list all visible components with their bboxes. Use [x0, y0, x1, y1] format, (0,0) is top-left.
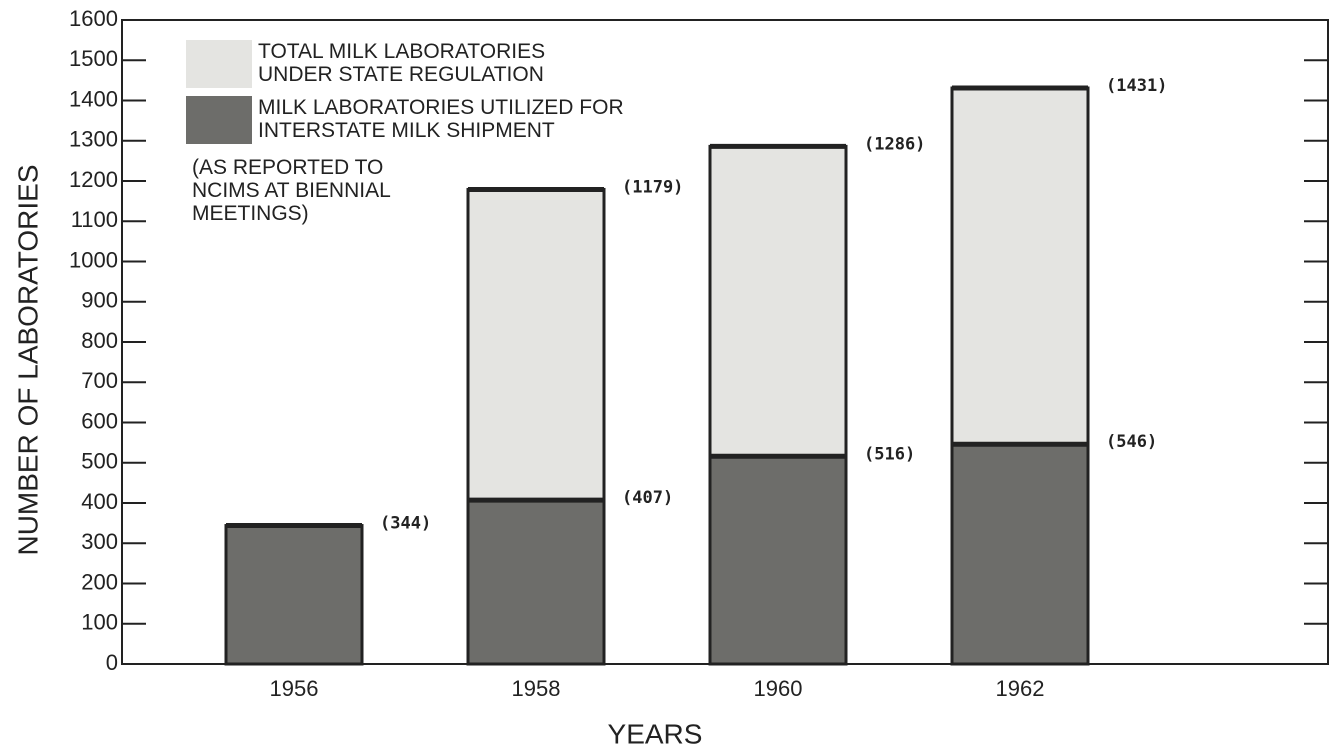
y-tick-label: 1000 — [69, 247, 118, 272]
x-tick-label: 1958 — [512, 676, 561, 701]
data-label: (1431) — [1106, 76, 1167, 96]
y-axis-label: NUMBER OF LABORATORIES — [12, 164, 43, 555]
y-tick-label: 800 — [81, 328, 118, 353]
x-tick-label: 1962 — [996, 676, 1045, 701]
x-tick-label: 1956 — [270, 676, 319, 701]
data-label: (407) — [622, 488, 673, 508]
y-tick-label: 1100 — [71, 207, 118, 232]
y-tick-label: 400 — [81, 489, 118, 514]
annotation: (AS REPORTED TO NCIMS AT BIENNIAL MEETIN… — [192, 156, 390, 225]
bar — [466, 498, 606, 666]
y-tick-label: 600 — [81, 408, 118, 433]
y-tick-label: 100 — [81, 610, 118, 635]
legend-swatch — [186, 40, 252, 88]
bar — [224, 524, 364, 666]
legend-label: MILK LABORATORIES UTILIZED FOR INTERSTAT… — [258, 96, 624, 142]
y-tick-label: 1300 — [69, 127, 118, 152]
y-tick-label: 700 — [81, 368, 118, 393]
data-label: (546) — [1106, 432, 1157, 452]
y-tick-label: 500 — [81, 449, 118, 474]
x-tick-label: 1960 — [754, 676, 803, 701]
y-tick-label: 200 — [81, 569, 118, 594]
y-tick-label: 1600 — [69, 6, 118, 31]
data-label: (1179) — [622, 177, 683, 197]
x-axis-label: YEARS — [608, 718, 703, 749]
bar — [708, 454, 848, 666]
legend-swatch — [186, 96, 252, 144]
legend-label: TOTAL MILK LABORATORIES UNDER STATE REGU… — [258, 40, 546, 86]
data-label: (516) — [864, 444, 915, 464]
data-label: (1286) — [864, 134, 925, 154]
bar — [950, 442, 1090, 666]
y-tick-label: 900 — [81, 288, 118, 313]
y-tick-label: 300 — [81, 529, 118, 554]
y-tick-label: 1400 — [69, 86, 118, 111]
y-tick-label: 0 — [106, 650, 118, 675]
y-tick-label: 1500 — [69, 46, 118, 71]
data-label: (344) — [380, 514, 431, 534]
y-tick-label: 1200 — [69, 167, 118, 192]
